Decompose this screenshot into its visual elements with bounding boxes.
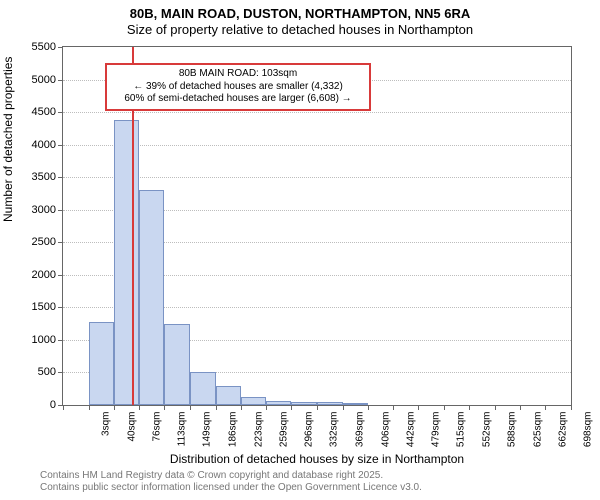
x-tick-mark — [164, 405, 165, 410]
x-tick-label: 479sqm — [431, 412, 442, 458]
x-tick-label: 332sqm — [329, 412, 340, 458]
x-tick-mark — [114, 405, 115, 410]
y-tick-mark — [58, 372, 63, 373]
histogram-bar — [139, 190, 164, 405]
y-tick-mark — [58, 80, 63, 81]
x-tick-mark — [139, 405, 140, 410]
footer-line2: Contains public sector information licen… — [40, 482, 422, 494]
y-tick-mark — [58, 47, 63, 48]
annotation-line2: ← 39% of detached houses are smaller (4,… — [113, 81, 363, 94]
y-tick-label: 1500 — [6, 301, 56, 313]
x-tick-mark — [393, 405, 394, 410]
plot-area: 80B MAIN ROAD: 103sqm← 39% of detached h… — [62, 46, 572, 406]
x-tick-mark — [317, 405, 318, 410]
x-tick-label: 442sqm — [405, 412, 416, 458]
x-tick-mark — [418, 405, 419, 410]
x-tick-label: 662sqm — [558, 412, 569, 458]
histogram-bar — [343, 403, 368, 405]
x-tick-mark — [368, 405, 369, 410]
annotation-box: 80B MAIN ROAD: 103sqm← 39% of detached h… — [105, 63, 371, 111]
x-tick-mark — [444, 405, 445, 410]
x-tick-label: 186sqm — [228, 412, 239, 458]
y-tick-mark — [58, 340, 63, 341]
y-tick-label: 2500 — [6, 236, 56, 248]
histogram-bar — [317, 402, 343, 405]
x-tick-mark — [571, 405, 572, 410]
x-tick-label: 406sqm — [380, 412, 391, 458]
y-tick-label: 2000 — [6, 269, 56, 281]
x-tick-label: 296sqm — [304, 412, 315, 458]
x-tick-mark — [469, 405, 470, 410]
y-tick-label: 4000 — [6, 139, 56, 151]
histogram-bar — [114, 120, 140, 405]
annotation-line1: 80B MAIN ROAD: 103sqm — [113, 68, 363, 81]
x-tick-mark — [190, 405, 191, 410]
x-tick-label: 588sqm — [506, 412, 517, 458]
y-tick-mark — [58, 307, 63, 308]
footer-line1: Contains HM Land Registry data © Crown c… — [40, 470, 422, 482]
y-tick-label: 5000 — [6, 74, 56, 86]
y-tick-mark — [58, 112, 63, 113]
x-tick-mark — [545, 405, 546, 410]
gridline — [63, 112, 571, 113]
x-tick-mark — [495, 405, 496, 410]
chart-title-block: 80B, MAIN ROAD, DUSTON, NORTHAMPTON, NN5… — [0, 0, 600, 39]
histogram-bar — [216, 386, 241, 405]
x-tick-mark — [343, 405, 344, 410]
y-tick-label: 0 — [6, 399, 56, 411]
y-tick-label: 1000 — [6, 334, 56, 346]
x-tick-label: 259sqm — [278, 412, 289, 458]
x-tick-label: 515sqm — [456, 412, 467, 458]
x-tick-label: 698sqm — [583, 412, 594, 458]
histogram-bar — [241, 397, 267, 405]
y-tick-mark — [58, 275, 63, 276]
histogram-bar — [291, 402, 317, 405]
x-tick-mark — [89, 405, 90, 410]
x-tick-label: 625sqm — [532, 412, 543, 458]
y-tick-label: 5500 — [6, 41, 56, 53]
y-tick-mark — [58, 177, 63, 178]
annotation-line3: 60% of semi-detached houses are larger (… — [113, 93, 363, 106]
x-tick-mark — [63, 405, 64, 410]
y-tick-label: 500 — [6, 366, 56, 378]
y-tick-mark — [58, 145, 63, 146]
footer-attribution: Contains HM Land Registry data © Crown c… — [40, 470, 422, 494]
x-tick-mark — [266, 405, 267, 410]
title-line2: Size of property relative to detached ho… — [0, 22, 600, 38]
x-tick-label: 113sqm — [177, 412, 188, 458]
x-tick-label: 76sqm — [151, 412, 162, 458]
x-tick-mark — [291, 405, 292, 410]
y-tick-label: 4500 — [6, 106, 56, 118]
y-tick-label: 3000 — [6, 204, 56, 216]
x-axis-label: Distribution of detached houses by size … — [62, 452, 572, 466]
x-tick-mark — [216, 405, 217, 410]
x-tick-label: 149sqm — [202, 412, 213, 458]
histogram-bar — [266, 401, 291, 405]
x-tick-label: 552sqm — [482, 412, 493, 458]
x-tick-label: 223sqm — [253, 412, 264, 458]
y-tick-label: 3500 — [6, 171, 56, 183]
histogram-bar — [89, 322, 114, 405]
x-tick-label: 40sqm — [126, 412, 137, 458]
title-line1: 80B, MAIN ROAD, DUSTON, NORTHAMPTON, NN5… — [0, 6, 600, 22]
chart-container: Number of detached properties 80B MAIN R… — [0, 42, 600, 450]
x-tick-mark — [520, 405, 521, 410]
x-tick-label: 369sqm — [355, 412, 366, 458]
x-tick-label: 3sqm — [101, 412, 112, 458]
x-tick-mark — [241, 405, 242, 410]
y-tick-mark — [58, 242, 63, 243]
y-tick-mark — [58, 210, 63, 211]
histogram-bar — [164, 324, 190, 405]
histogram-bar — [190, 372, 216, 405]
